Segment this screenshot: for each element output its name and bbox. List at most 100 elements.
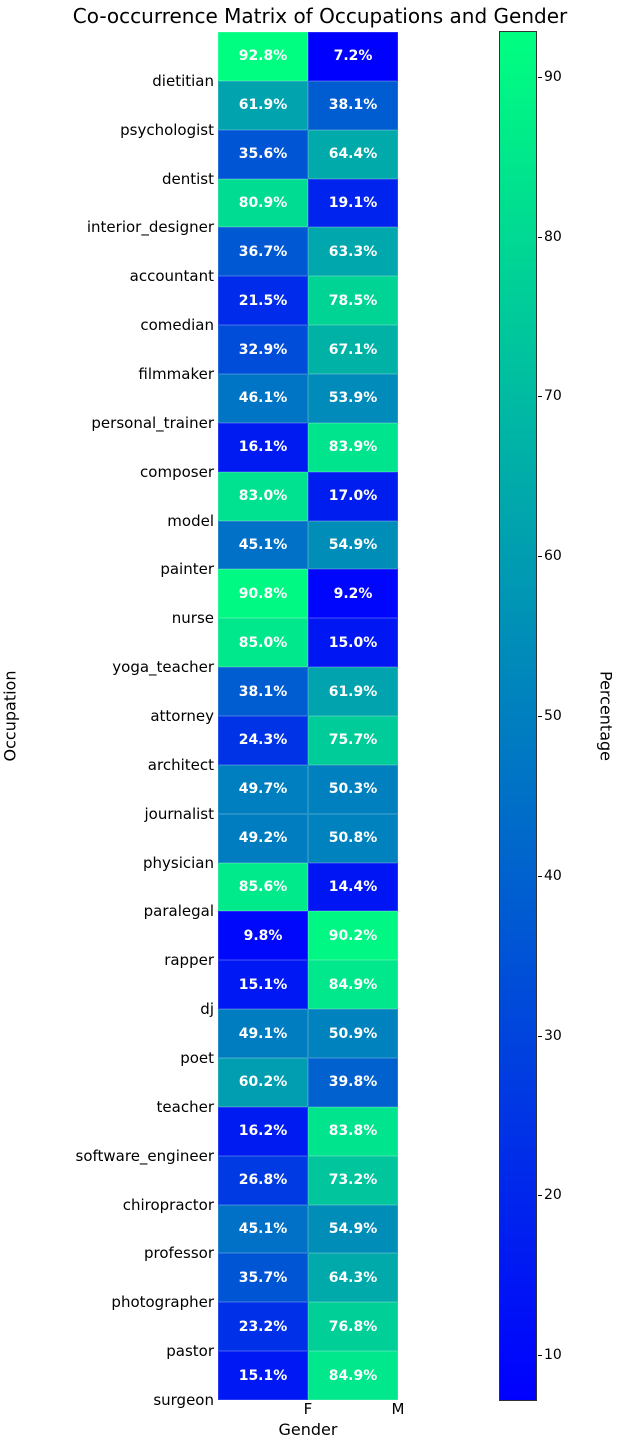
heatmap-cell: 64.4% [308, 130, 398, 179]
heatmap-cell: 36.7% [218, 227, 308, 276]
y-tick-label: rapper [164, 951, 214, 969]
colorbar-ticks: 102030405060708090 [540, 32, 570, 1400]
heatmap-row: 15.1%84.9% [218, 960, 398, 1009]
heatmap-row: 85.6%14.4% [218, 863, 398, 912]
heatmap-cell: 61.9% [308, 667, 398, 716]
heatmap-cell: 17.0% [308, 472, 398, 521]
heatmap-cell: 24.3% [218, 716, 308, 765]
y-tick-label: physician [143, 854, 214, 872]
heatmap-row: 23.2%76.8% [218, 1302, 398, 1351]
heatmap-cell: 54.9% [308, 1205, 398, 1254]
heatmap-row: 49.7%50.3% [218, 765, 398, 814]
heatmap-cell: 92.8% [218, 32, 308, 81]
heatmap-row: 32.9%67.1% [218, 325, 398, 374]
colorbar [500, 32, 536, 1400]
heatmap-cell: 49.7% [218, 765, 308, 814]
colorbar-tick: 80 [544, 229, 562, 245]
heatmap-cell: 9.8% [218, 911, 308, 960]
heatmap-cell: 49.1% [218, 1009, 308, 1058]
colorbar-tick: 30 [544, 1028, 562, 1044]
heatmap-row: 35.6%64.4% [218, 130, 398, 179]
heatmap-cell: 83.9% [308, 423, 398, 472]
heatmap-cell: 16.2% [218, 1107, 308, 1156]
y-tick-label: journalist [145, 805, 215, 823]
heatmap-cell: 15.0% [308, 618, 398, 667]
heatmap-row: 38.1%61.9% [218, 667, 398, 716]
heatmap-cell: 38.1% [308, 81, 398, 130]
heatmap-cell: 15.1% [218, 1351, 308, 1400]
y-tick-label: surgeon [153, 1391, 214, 1409]
heatmap-cell: 83.0% [218, 472, 308, 521]
heatmap-cell: 67.1% [308, 325, 398, 374]
heatmap-cell: 76.8% [308, 1302, 398, 1351]
heatmap-row: 26.8%73.2% [218, 1156, 398, 1205]
heatmap-cell: 50.3% [308, 765, 398, 814]
heatmap-cell: 46.1% [218, 374, 308, 423]
y-tick-label: dentist [162, 170, 214, 188]
y-tick-label: software_engineer [76, 1147, 214, 1165]
heatmap-cell: 9.2% [308, 569, 398, 618]
heatmap-cell: 73.2% [308, 1156, 398, 1205]
heatmap-cell: 84.9% [308, 960, 398, 1009]
colorbar-tick: 40 [544, 868, 562, 884]
heatmap-cell: 64.3% [308, 1253, 398, 1302]
heatmap-row: 60.2%39.8% [218, 1058, 398, 1107]
heatmap-row: 49.1%50.9% [218, 1009, 398, 1058]
colorbar-title: Percentage [597, 671, 616, 761]
y-tick-label: paralegal [144, 902, 214, 920]
heatmap-grid: 92.8%7.2%61.9%38.1%35.6%64.4%80.9%19.1%3… [218, 32, 398, 1400]
chart-title: Co-occurrence Matrix of Occupations and … [0, 4, 640, 28]
y-tick-label: dj [200, 1000, 214, 1018]
heatmap-row: 83.0%17.0% [218, 472, 398, 521]
heatmap-cell: 39.8% [308, 1058, 398, 1107]
y-tick-label: poet [180, 1049, 214, 1067]
y-tick-label: architect [148, 756, 214, 774]
heatmap-cell: 15.1% [218, 960, 308, 1009]
heatmap-cell: 53.9% [308, 374, 398, 423]
y-tick-label: teacher [157, 1098, 214, 1116]
heatmap-cell: 50.9% [308, 1009, 398, 1058]
heatmap-cell: 35.7% [218, 1253, 308, 1302]
heatmap-row: 49.2%50.8% [218, 814, 398, 863]
colorbar-tick: 50 [544, 708, 562, 724]
heatmap-row: 15.1%84.9% [218, 1351, 398, 1400]
x-tick-labels: FM [218, 1400, 398, 1420]
heatmap-row: 85.0%15.0% [218, 618, 398, 667]
heatmap-row: 61.9%38.1% [218, 81, 398, 130]
heatmap-cell: 61.9% [218, 81, 308, 130]
heatmap-row: 16.1%83.9% [218, 423, 398, 472]
heatmap-cell: 26.8% [218, 1156, 308, 1205]
y-tick-label: yoga_teacher [112, 658, 214, 676]
y-tick-label: filmmaker [138, 365, 214, 383]
heatmap-cell: 90.2% [308, 911, 398, 960]
heatmap-row: 80.9%19.1% [218, 179, 398, 228]
heatmap-cell: 85.0% [218, 618, 308, 667]
y-tick-label: attorney [150, 707, 214, 725]
y-tick-label: dietitian [152, 72, 214, 90]
y-tick-label: comedian [140, 316, 214, 334]
heatmap-row: 35.7%64.3% [218, 1253, 398, 1302]
x-axis-title: Gender [279, 1420, 338, 1439]
heatmap-cell: 35.6% [218, 130, 308, 179]
y-tick-label: composer [140, 463, 214, 481]
heatmap-row: 16.2%83.8% [218, 1107, 398, 1156]
colorbar-gradient [500, 32, 536, 1400]
colorbar-tick: 10 [544, 1347, 562, 1363]
heatmap-cell: 54.9% [308, 521, 398, 570]
heatmap-cell: 83.8% [308, 1107, 398, 1156]
y-tick-label: model [167, 512, 214, 530]
y-tick-label: psychologist [120, 121, 214, 139]
heatmap-cell: 60.2% [218, 1058, 308, 1107]
heatmap-cell: 63.3% [308, 227, 398, 276]
heatmap-row: 36.7%63.3% [218, 227, 398, 276]
colorbar-tick: 20 [544, 1187, 562, 1203]
heatmap-cell: 90.8% [218, 569, 308, 618]
y-tick-label: nurse [172, 609, 214, 627]
heatmap-row: 46.1%53.9% [218, 374, 398, 423]
heatmap-cell: 78.5% [308, 276, 398, 325]
heatmap-cell: 23.2% [218, 1302, 308, 1351]
heatmap-cell: 45.1% [218, 521, 308, 570]
heatmap-cell: 7.2% [308, 32, 398, 81]
heatmap-row: 9.8%90.2% [218, 911, 398, 960]
heatmap-cell: 21.5% [218, 276, 308, 325]
